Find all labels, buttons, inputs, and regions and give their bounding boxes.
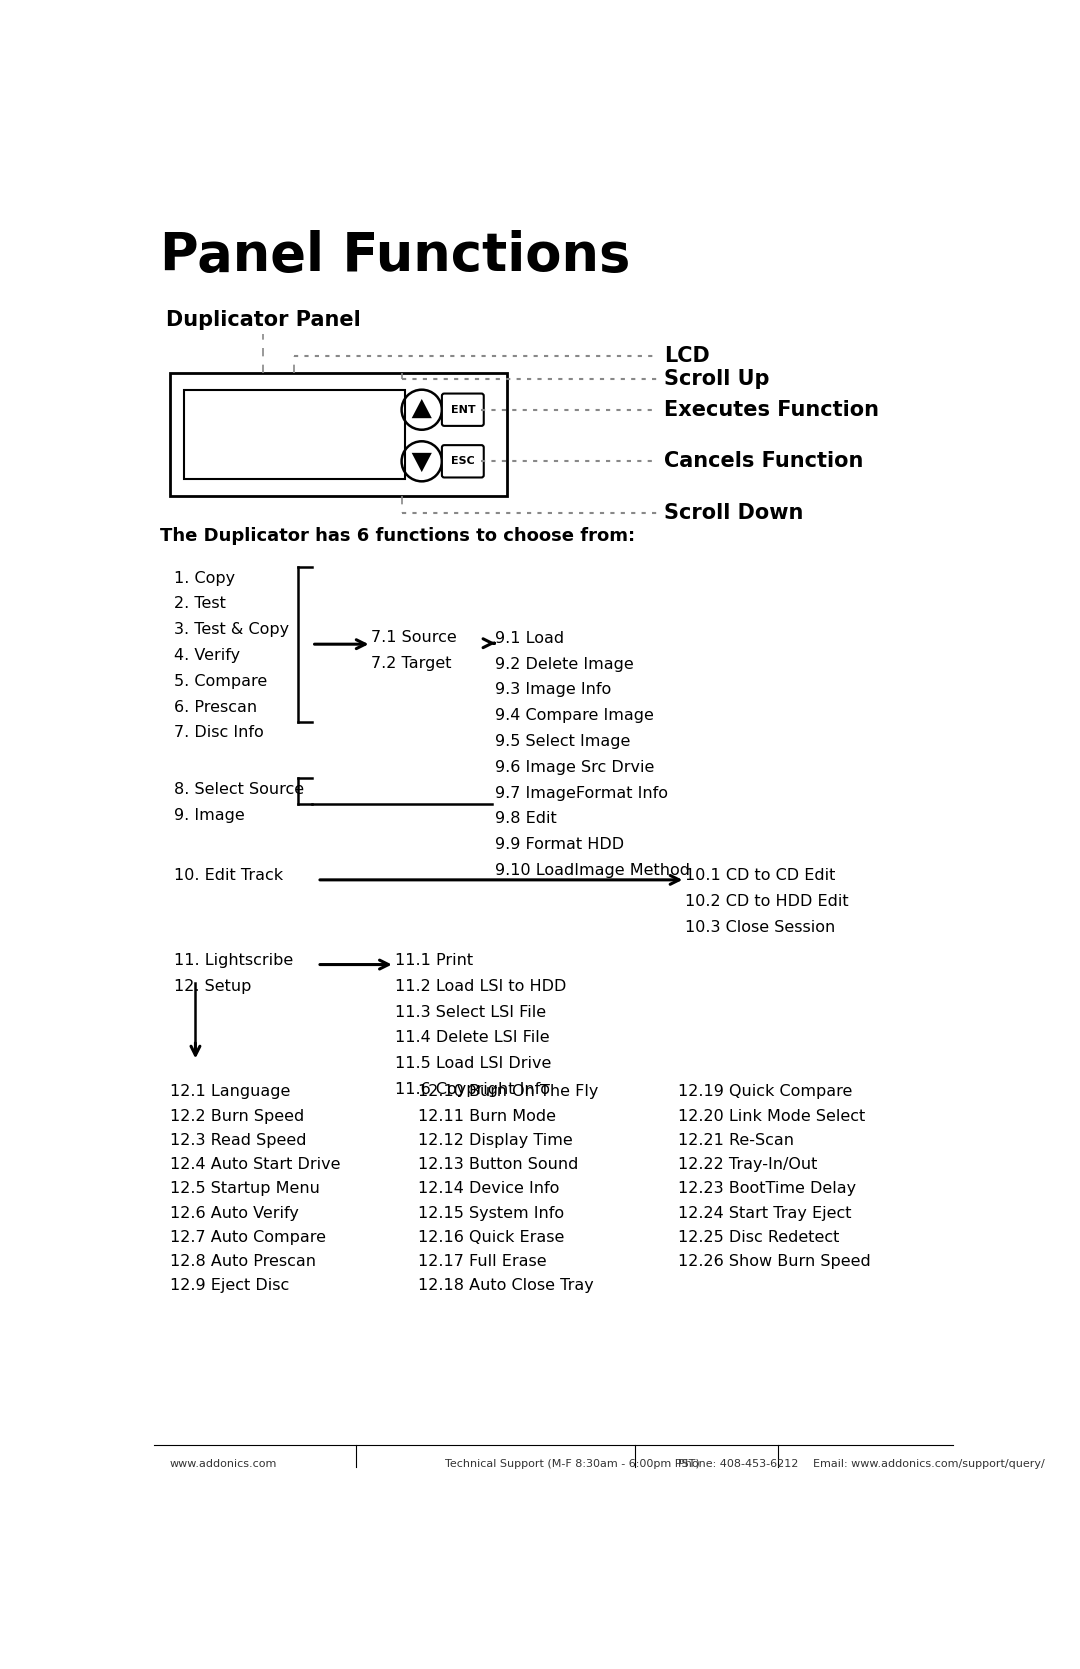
Text: 11.3 Select LSI File: 11.3 Select LSI File	[394, 1005, 545, 1020]
Text: 12.25 Disc Redetect: 12.25 Disc Redetect	[677, 1230, 839, 1245]
Text: Scroll Up: Scroll Up	[664, 369, 770, 389]
Text: Panel Functions: Panel Functions	[160, 230, 630, 282]
Text: 12.5 Startup Menu: 12.5 Startup Menu	[170, 1182, 320, 1197]
Text: 12.4 Auto Start Drive: 12.4 Auto Start Drive	[170, 1157, 340, 1172]
Text: 12.10 Burn On The Fly: 12.10 Burn On The Fly	[418, 1085, 598, 1100]
Polygon shape	[411, 452, 432, 472]
Text: 12.18 Auto Close Tray: 12.18 Auto Close Tray	[418, 1278, 594, 1293]
Text: 12.17 Full Erase: 12.17 Full Erase	[418, 1253, 546, 1268]
Text: 12.20 Link Mode Select: 12.20 Link Mode Select	[677, 1108, 865, 1123]
Text: www.addonics.com: www.addonics.com	[170, 1459, 278, 1469]
Text: 5. Compare: 5. Compare	[174, 674, 267, 689]
Text: 12.16 Quick Erase: 12.16 Quick Erase	[418, 1230, 564, 1245]
Text: 9.7 ImageFormat Info: 9.7 ImageFormat Info	[496, 786, 669, 801]
Text: 10. Edit Track: 10. Edit Track	[174, 868, 283, 883]
Text: 12.26 Show Burn Speed: 12.26 Show Burn Speed	[677, 1253, 870, 1268]
Text: Duplicator Panel: Duplicator Panel	[166, 310, 361, 330]
Text: 12.2 Burn Speed: 12.2 Burn Speed	[170, 1108, 305, 1123]
Text: 10.3 Close Session: 10.3 Close Session	[685, 920, 836, 935]
Text: 11.4 Delete LSI File: 11.4 Delete LSI File	[394, 1030, 550, 1045]
Text: 12.6 Auto Verify: 12.6 Auto Verify	[170, 1205, 299, 1220]
Text: ESC: ESC	[451, 456, 475, 466]
Text: 8. Select Source: 8. Select Source	[174, 783, 303, 798]
Text: 11.6 Coypright Info: 11.6 Coypright Info	[394, 1082, 550, 1097]
Text: 9. Image: 9. Image	[174, 808, 244, 823]
Text: 6. Prescan: 6. Prescan	[174, 699, 257, 714]
Text: 10.2 CD to HDD Edit: 10.2 CD to HDD Edit	[685, 895, 849, 910]
Text: 9.9 Format HDD: 9.9 Format HDD	[496, 838, 624, 853]
Text: 2. Test: 2. Test	[174, 596, 226, 611]
Text: 12.15 System Info: 12.15 System Info	[418, 1205, 564, 1220]
Text: 3. Test & Copy: 3. Test & Copy	[174, 623, 288, 638]
FancyBboxPatch shape	[442, 394, 484, 426]
Text: 12.23 BootTime Delay: 12.23 BootTime Delay	[677, 1182, 855, 1197]
Text: 12.7 Auto Compare: 12.7 Auto Compare	[170, 1230, 326, 1245]
Text: 9.1 Load: 9.1 Load	[496, 631, 565, 646]
FancyBboxPatch shape	[442, 446, 484, 477]
Text: 12.3 Read Speed: 12.3 Read Speed	[170, 1133, 307, 1148]
Text: 12.13 Button Sound: 12.13 Button Sound	[418, 1157, 578, 1172]
Text: 9.6 Image Src Drvie: 9.6 Image Src Drvie	[496, 759, 654, 774]
Text: Cancels Function: Cancels Function	[664, 451, 864, 471]
Polygon shape	[411, 399, 432, 419]
Text: 11.5 Load LSI Drive: 11.5 Load LSI Drive	[394, 1056, 551, 1071]
Text: 12.11 Burn Mode: 12.11 Burn Mode	[418, 1108, 556, 1123]
Text: 10.1 CD to CD Edit: 10.1 CD to CD Edit	[685, 868, 836, 883]
Text: 7.2 Target: 7.2 Target	[372, 656, 451, 671]
Text: Technical Support (M-F 8:30am - 6:00pm PST): Technical Support (M-F 8:30am - 6:00pm P…	[445, 1459, 700, 1469]
Text: 9.10 LoadImage Method: 9.10 LoadImage Method	[496, 863, 690, 878]
Text: 12.14 Device Info: 12.14 Device Info	[418, 1182, 559, 1197]
Text: 12. Setup: 12. Setup	[174, 978, 252, 993]
Text: 12.24 Start Tray Eject: 12.24 Start Tray Eject	[677, 1205, 851, 1220]
Text: 1. Copy: 1. Copy	[174, 571, 234, 586]
Text: 12.19 Quick Compare: 12.19 Quick Compare	[677, 1085, 852, 1100]
Text: 11. Lightscribe: 11. Lightscribe	[174, 953, 293, 968]
Text: 9.5 Select Image: 9.5 Select Image	[496, 734, 631, 749]
Text: Scroll Down: Scroll Down	[664, 502, 804, 522]
Text: 11.1 Print: 11.1 Print	[394, 953, 473, 968]
Text: Executes Function: Executes Function	[664, 399, 879, 419]
Text: 12.12 Display Time: 12.12 Display Time	[418, 1133, 572, 1148]
Text: Email: www.addonics.com/support/query/: Email: www.addonics.com/support/query/	[813, 1459, 1044, 1469]
Text: 9.2 Delete Image: 9.2 Delete Image	[496, 656, 634, 671]
Text: 7. Disc Info: 7. Disc Info	[174, 726, 264, 741]
Text: 12.9 Eject Disc: 12.9 Eject Disc	[170, 1278, 289, 1293]
Text: 4. Verify: 4. Verify	[174, 648, 240, 663]
Text: ENT: ENT	[450, 404, 475, 414]
Text: 9.3 Image Info: 9.3 Image Info	[496, 683, 611, 698]
Text: Phone: 408-453-6212: Phone: 408-453-6212	[677, 1459, 798, 1469]
Text: LCD: LCD	[664, 345, 710, 366]
Bar	[170, 372, 507, 496]
Bar	[184, 391, 405, 479]
Text: 12.8 Auto Prescan: 12.8 Auto Prescan	[170, 1253, 315, 1268]
Text: 11.2 Load LSI to HDD: 11.2 Load LSI to HDD	[394, 978, 566, 993]
Text: 12.1 Language: 12.1 Language	[170, 1085, 291, 1100]
Text: 7.1 Source: 7.1 Source	[372, 631, 457, 646]
Text: 12.21 Re-Scan: 12.21 Re-Scan	[677, 1133, 794, 1148]
Text: 12.22 Tray-In/Out: 12.22 Tray-In/Out	[677, 1157, 816, 1172]
Text: 9.4 Compare Image: 9.4 Compare Image	[496, 708, 654, 723]
Text: 9.8 Edit: 9.8 Edit	[496, 811, 557, 826]
Text: The Duplicator has 6 functions to choose from:: The Duplicator has 6 functions to choose…	[160, 527, 635, 544]
